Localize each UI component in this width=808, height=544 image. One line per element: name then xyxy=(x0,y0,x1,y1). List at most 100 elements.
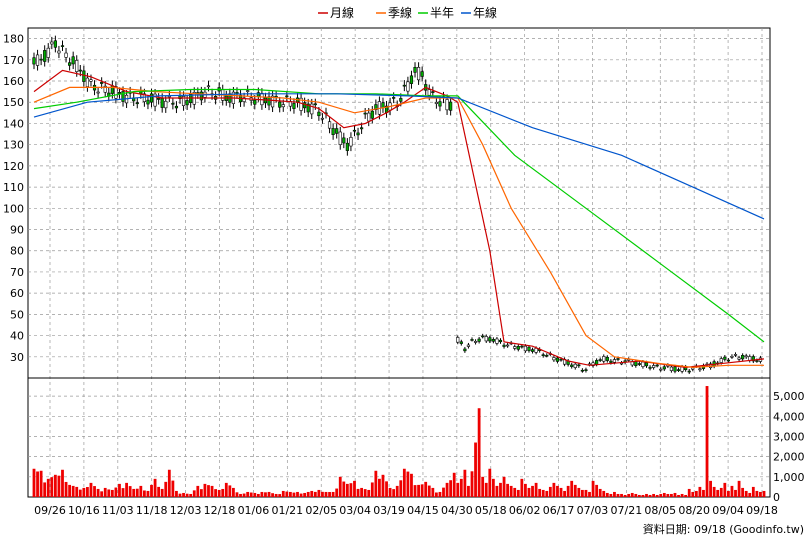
candle-body-161 xyxy=(605,356,609,361)
candle-body-200 xyxy=(744,355,748,358)
volume-bar-197 xyxy=(734,489,737,497)
candle-body-89 xyxy=(349,137,353,147)
candle-body-176 xyxy=(659,368,663,371)
x-tick-label-11: 04/15 xyxy=(407,504,439,517)
candle-body-105 xyxy=(406,81,410,92)
x-tick-label-21: 09/18 xyxy=(746,504,778,517)
volume-bar-142 xyxy=(538,488,542,497)
volume-bar-49 xyxy=(207,485,210,497)
volume-bar-158 xyxy=(595,484,599,497)
volume-bar-48 xyxy=(203,483,207,497)
legend-label-3: 年線 xyxy=(473,5,497,20)
price-tick-label-8: 110 xyxy=(3,181,24,194)
volume-bar-146 xyxy=(552,482,556,497)
volume-bar-36 xyxy=(160,488,164,497)
candle-body-67 xyxy=(270,95,275,108)
volume-bar-192 xyxy=(716,489,720,497)
volume-tick-label-4: 4,000 xyxy=(773,410,805,423)
volume-bar-171 xyxy=(641,494,645,497)
candle-body-129 xyxy=(491,339,495,342)
volume-bar-118 xyxy=(452,472,456,497)
candle-body-140 xyxy=(530,349,535,352)
candle-body-15 xyxy=(85,77,90,87)
candle-body-95 xyxy=(370,110,374,119)
candle-body-19 xyxy=(100,82,104,84)
volume-bar-180 xyxy=(673,492,677,497)
volume-bar-16 xyxy=(89,482,93,497)
volume-bar-89 xyxy=(349,483,353,497)
candle-body-107 xyxy=(413,66,417,73)
volume-bar-34 xyxy=(153,478,157,497)
x-tick-label-8: 02/05 xyxy=(305,504,337,517)
volume-bar-70 xyxy=(281,490,285,497)
volume-bar-63 xyxy=(256,493,260,497)
candle-body-172 xyxy=(644,362,649,367)
volume-bar-22 xyxy=(110,489,114,497)
candle-body-18 xyxy=(96,91,100,94)
volume-bar-164 xyxy=(616,493,620,497)
candle-body-75 xyxy=(299,97,303,111)
volume-bar-111 xyxy=(427,485,431,497)
volume-bar-75 xyxy=(299,493,303,497)
candle-body-33 xyxy=(149,93,154,103)
volume-bar-172 xyxy=(645,493,648,497)
volume-bar-130 xyxy=(495,485,499,497)
volume-bar-135 xyxy=(513,487,517,497)
volume-bar-66 xyxy=(267,491,271,497)
volume-bar-28 xyxy=(132,488,136,497)
volume-bar-174 xyxy=(652,493,656,497)
volume-bar-176 xyxy=(659,493,663,497)
volume-bar-58 xyxy=(239,493,242,497)
candle-body-60 xyxy=(246,90,250,92)
x-tick-label-16: 07/03 xyxy=(577,504,609,517)
price-tick-label-13: 160 xyxy=(3,75,24,88)
volume-bar-47 xyxy=(199,489,203,497)
volume-bar-23 xyxy=(114,487,118,497)
volume-bar-85 xyxy=(335,488,339,497)
price-tick-label-12: 150 xyxy=(3,96,24,109)
volume-bar-52 xyxy=(217,489,221,497)
candle-body-169 xyxy=(634,361,638,366)
volume-bar-94 xyxy=(367,489,371,497)
volume-bar-144 xyxy=(545,490,549,497)
volume-bar-147 xyxy=(556,485,559,497)
x-tick-label-19: 08/20 xyxy=(678,504,710,517)
volume-tick-label-3: 3,000 xyxy=(773,430,805,443)
volume-bar-68 xyxy=(274,493,278,497)
candle-body-70 xyxy=(281,104,285,108)
volume-bar-123 xyxy=(470,471,474,497)
price-tick-label-5: 80 xyxy=(10,245,24,258)
volume-bar-139 xyxy=(527,487,531,497)
candle-body-130 xyxy=(495,338,499,344)
volume-bar-1 xyxy=(36,471,39,497)
candle-body-164 xyxy=(616,358,620,360)
volume-bar-126 xyxy=(481,476,485,497)
volume-bar-72 xyxy=(288,491,292,497)
x-tick-label-9: 03/04 xyxy=(339,504,371,517)
candle-body-154 xyxy=(580,369,584,372)
volume-bar-170 xyxy=(637,494,641,497)
volume-bar-107 xyxy=(413,485,417,497)
candle-body-122 xyxy=(466,344,471,347)
candle-body-73 xyxy=(292,103,296,109)
candle-body-138 xyxy=(523,345,528,352)
candle-body-4 xyxy=(46,47,50,58)
volume-bar-157 xyxy=(591,480,595,497)
candle-body-23 xyxy=(114,86,118,99)
price-tick-label-1: 40 xyxy=(10,330,24,343)
candle-body-5 xyxy=(50,41,54,45)
candle-body-162 xyxy=(609,360,613,363)
ma-line-0 xyxy=(33,69,765,369)
volume-bar-132 xyxy=(502,476,506,497)
volume-bar-138 xyxy=(524,483,527,497)
volume-bar-119 xyxy=(456,482,460,497)
volume-bar-159 xyxy=(598,488,602,497)
candle-body-106 xyxy=(409,75,414,84)
candle-body-132 xyxy=(502,344,506,347)
candle-body-177 xyxy=(662,366,666,370)
volume-bar-83 xyxy=(328,492,331,497)
volume-bar-194 xyxy=(723,482,727,497)
ma-line-2 xyxy=(33,88,765,343)
volume-bar-154 xyxy=(580,489,584,497)
